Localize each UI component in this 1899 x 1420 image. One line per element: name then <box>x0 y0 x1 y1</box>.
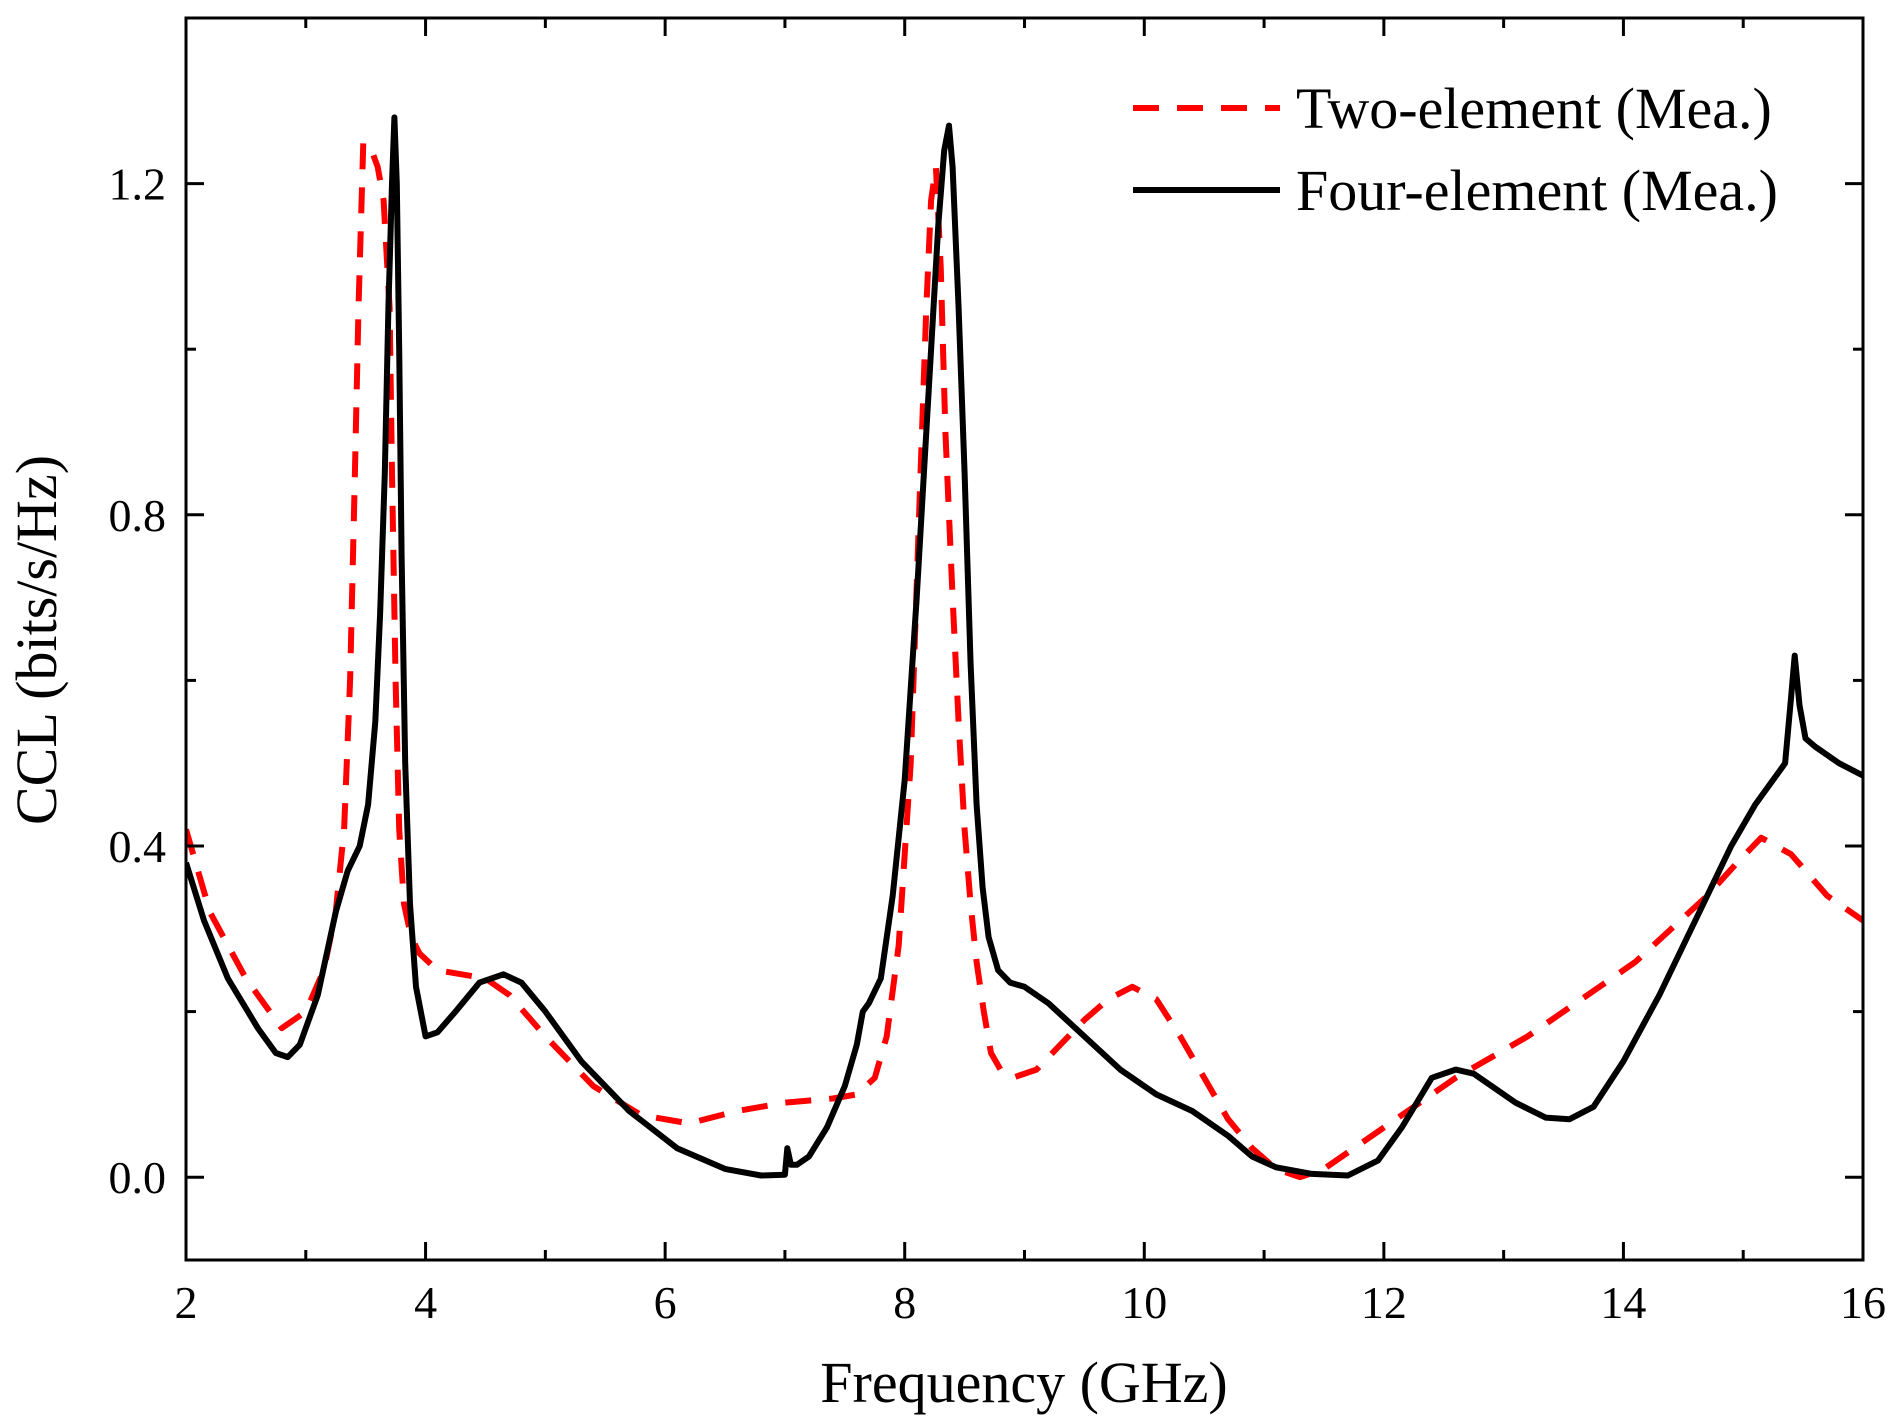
x-tick-label: 8 <box>893 1277 916 1328</box>
x-tick-label: 6 <box>654 1277 677 1328</box>
x-tick-label: 14 <box>1600 1277 1646 1328</box>
y-tick-label: 0.4 <box>109 821 167 872</box>
series-layer <box>186 114 1863 1181</box>
legend-label-two-element: Two-element (Mea.) <box>1296 76 1772 141</box>
x-tick-label: 12 <box>1361 1277 1407 1328</box>
y-tick-label: 1.2 <box>109 159 167 210</box>
legend-label-four-element: Four-element (Mea.) <box>1296 158 1778 223</box>
series-line-two-element <box>186 139 1863 1181</box>
x-tick-label: 16 <box>1840 1277 1886 1328</box>
x-axis: 2 4 6 8 10 12 14 16 <box>175 18 1886 1328</box>
y-axis: 0.0 0.4 0.8 1.2 <box>109 159 1863 1203</box>
series-line-four-element <box>186 114 1863 1179</box>
x-axis-title: Frequency (GHz) <box>820 1350 1227 1415</box>
x-tick-label: 10 <box>1121 1277 1167 1328</box>
y-tick-label: 0.0 <box>109 1152 167 1203</box>
legend: Two-element (Mea.) Four-element (Mea.) <box>1133 76 1778 223</box>
x-tick-label: 2 <box>175 1277 198 1328</box>
y-axis-title: CCL (bits/s/Hz) <box>4 455 69 825</box>
y-tick-label: 0.8 <box>109 490 167 541</box>
x-tick-label: 4 <box>414 1277 437 1328</box>
